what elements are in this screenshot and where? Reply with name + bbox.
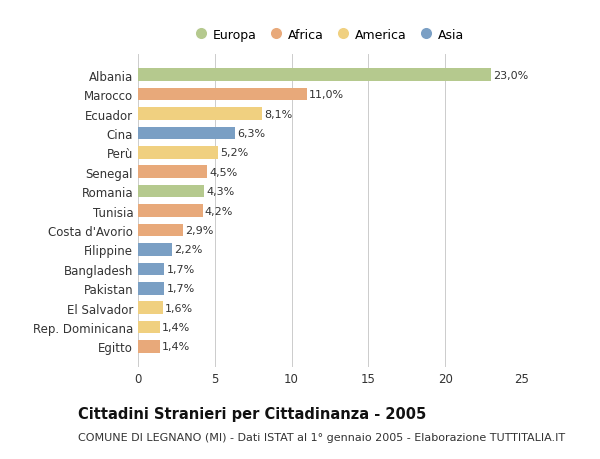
Bar [138,147,218,159]
Bar [138,321,160,334]
Text: 1,7%: 1,7% [166,284,194,294]
Legend: Europa, Africa, America, Asia: Europa, Africa, America, Asia [191,24,469,47]
Text: 8,1%: 8,1% [265,109,293,119]
Bar [138,69,491,82]
Bar [138,127,235,140]
Bar [138,302,163,314]
Bar [138,263,164,275]
Text: 4,2%: 4,2% [205,206,233,216]
Bar [138,185,204,198]
Bar [138,341,160,353]
Text: 1,4%: 1,4% [162,342,190,352]
Bar [138,224,182,237]
Text: Cittadini Stranieri per Cittadinanza - 2005: Cittadini Stranieri per Cittadinanza - 2… [78,406,426,421]
Text: 4,5%: 4,5% [209,168,238,177]
Text: 1,6%: 1,6% [165,303,193,313]
Text: 1,7%: 1,7% [166,264,194,274]
Text: 2,9%: 2,9% [185,225,213,235]
Text: 11,0%: 11,0% [309,90,344,100]
Text: 23,0%: 23,0% [494,71,529,80]
Text: 6,3%: 6,3% [237,129,265,139]
Text: 1,4%: 1,4% [162,322,190,332]
Bar [138,108,262,121]
Text: COMUNE DI LEGNANO (MI) - Dati ISTAT al 1° gennaio 2005 - Elaborazione TUTTITALIA: COMUNE DI LEGNANO (MI) - Dati ISTAT al 1… [78,432,565,442]
Text: 4,3%: 4,3% [206,187,235,197]
Text: 2,2%: 2,2% [174,245,202,255]
Bar [138,89,307,101]
Bar [138,244,172,256]
Bar [138,166,207,179]
Bar [138,282,164,295]
Text: 5,2%: 5,2% [220,148,248,158]
Bar [138,205,203,218]
